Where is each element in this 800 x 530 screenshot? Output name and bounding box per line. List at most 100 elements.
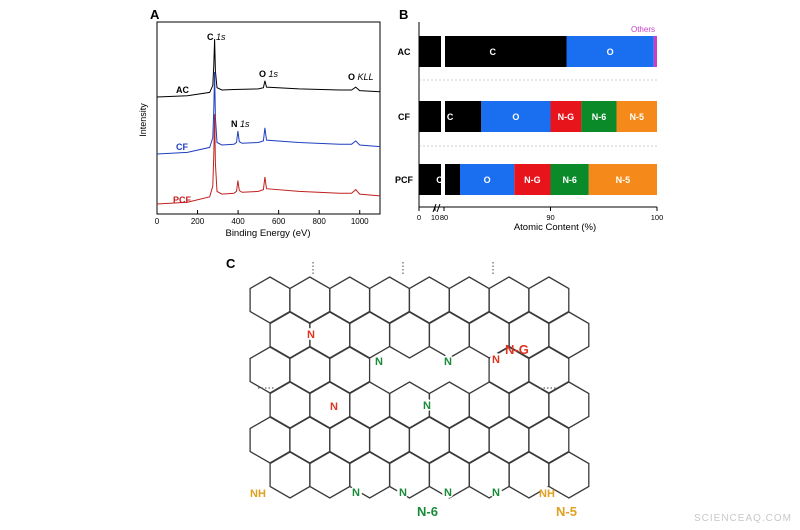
category-label: PCF <box>395 175 414 185</box>
pyridinic-n-atom-bg <box>442 486 454 498</box>
graphitic-n-atom: N <box>330 401 338 413</box>
bar-segment <box>481 101 551 132</box>
pyridinic-n-atom: N <box>423 400 431 412</box>
peak-label: O 1s <box>259 69 279 79</box>
pyridinic-n-atom-bg <box>397 486 409 498</box>
category-label: CF <box>398 112 410 122</box>
bar-label: N-6 <box>592 112 607 122</box>
bar-segment <box>460 164 515 195</box>
x-ticks-a: 0 200 400 600 800 1000 <box>155 210 369 226</box>
graphitic-n-atom-bg <box>328 400 340 412</box>
bar-segment <box>566 36 654 67</box>
watermark: SCIENCEAQ.COM <box>693 513 792 524</box>
graphitic-n-atom: N <box>492 354 500 366</box>
pyridinic-n-atom-bg <box>442 355 454 367</box>
bar-label: C <box>447 112 454 122</box>
bar-segment <box>653 36 657 67</box>
pyrrolic-n-atom: NH <box>539 488 555 500</box>
bar-segment <box>550 164 589 195</box>
axis-break-gap <box>441 100 445 133</box>
graphitic-n-atom: N <box>307 329 315 341</box>
nitrogen-atoms: N N N N N N N N N N NH NH <box>250 328 555 500</box>
stacked-bars-b: AC C O CF C O N-G N-6 N-5 PCF C O N-G N-6 N-5 Others <box>395 25 657 196</box>
peak-label: O KLL <box>348 72 374 82</box>
y-axis-label-a: Intensity <box>138 103 148 137</box>
panel-letter-b: B <box>399 7 408 22</box>
x-ticks-b: 0 10 80 90 100 <box>417 203 664 222</box>
n-pyridinic-label: N-6 <box>417 504 438 519</box>
axis-break-gap <box>441 35 445 68</box>
spectrum-ac <box>156 38 381 98</box>
graphitic-n-atom-bg <box>305 328 317 340</box>
n-pyrrolic-label: N-5 <box>556 504 577 519</box>
series-label: AC <box>176 85 189 95</box>
pyridinic-n-atom: N <box>399 487 407 499</box>
spectra-a <box>156 38 381 205</box>
n-graphitic-label: N-G <box>505 342 529 357</box>
plot-frame-a <box>156 21 381 215</box>
bar-label: N-G <box>558 112 575 122</box>
bar-label: C <box>489 47 496 57</box>
peak-label: C 1s <box>207 32 226 42</box>
x-tick-label: 0 <box>417 213 421 222</box>
pyridinic-n-atom-bg <box>490 486 502 498</box>
bar-label: O <box>512 112 519 122</box>
x-axis-label-a: Binding Energy (eV) <box>225 228 310 239</box>
pyridinic-n-atom: N <box>352 487 360 499</box>
bar-label: C <box>436 175 443 185</box>
x-tick-label: 10 <box>431 213 439 222</box>
x-tick-label: 200 <box>191 217 205 226</box>
spectrum-cf <box>156 71 381 155</box>
bar-segment <box>514 164 551 195</box>
atomic-content-panel: B Atomic Content (%) AC C O CF C O N-G N-6 N-5 PC… <box>395 7 663 233</box>
panel-letter-c: C <box>226 256 236 271</box>
others-note: Others <box>631 25 655 34</box>
bar-segment <box>550 101 582 132</box>
hexagon-ring <box>548 451 590 499</box>
x-tick-label: 100 <box>651 213 664 222</box>
pyridinic-n-atom-bg <box>373 355 385 367</box>
pyrrolic-n-atom-bg <box>252 487 264 499</box>
pyridinic-n-atom: N <box>375 356 383 368</box>
axis-break-gap <box>441 163 445 196</box>
pyridinic-n-atom: N <box>444 356 452 368</box>
x-tick-label: 600 <box>272 217 286 226</box>
pyridinic-n-atom-bg <box>350 486 362 498</box>
bar-label: N-G <box>524 175 541 185</box>
bar-label: N-5 <box>616 175 631 185</box>
x-axis-label-b: Atomic Content (%) <box>514 222 596 233</box>
pyridinic-n-atom-bg <box>421 399 433 411</box>
pyridinic-n-atom: N <box>444 487 452 499</box>
x-tick-label: 800 <box>313 217 327 226</box>
series-label: CF <box>176 142 188 152</box>
bar-segment <box>588 164 657 195</box>
spectrum-pcf <box>156 113 381 205</box>
panel-letter-a: A <box>150 7 160 22</box>
pyridinic-n-atom: N <box>492 487 500 499</box>
bar-label: N-5 <box>630 112 645 122</box>
peak-label: N 1s <box>231 119 250 129</box>
x-tick-label: 0 <box>155 217 160 226</box>
bar-segment <box>419 101 482 132</box>
x-tick-label: 90 <box>546 213 554 222</box>
hexagonal-lattice <box>249 262 590 499</box>
spectra-labels-a: AC CF PCF C 1s O 1s O KLL N 1s <box>173 32 374 205</box>
n-doped-carbon-structure: C N N N N N N N N N N NH NH N-G N-6 N-5 <box>226 256 590 519</box>
bar-label: O <box>607 47 614 57</box>
x-tick-label: 80 <box>440 213 448 222</box>
bar-label: O <box>484 175 491 185</box>
axis-break-mark <box>432 203 441 213</box>
series-label: PCF <box>173 195 192 205</box>
category-label: AC <box>398 47 411 57</box>
bar-segment <box>581 101 617 132</box>
pyrrolic-n-atom-bg <box>541 487 553 499</box>
x-tick-label: 1000 <box>351 217 369 226</box>
graphitic-n-atom-bg <box>490 353 502 365</box>
xps-survey-panel: A Intensity Binding Energy (eV) 0 200 400 6… <box>138 7 381 239</box>
x-tick-label: 400 <box>231 217 245 226</box>
pyrrolic-n-atom: NH <box>250 488 266 500</box>
bar-segment <box>616 101 657 132</box>
bar-segment <box>419 164 460 195</box>
bar-label: N-6 <box>562 175 577 185</box>
